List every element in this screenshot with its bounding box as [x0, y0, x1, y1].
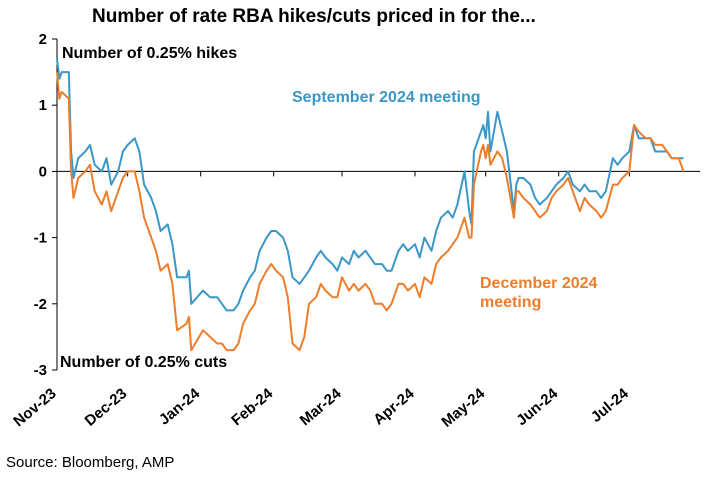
series-line-december	[56, 72, 685, 352]
hikes-annotation: Number of 0.25% hikes	[62, 45, 237, 62]
series-label-december-line1: December 2024	[480, 275, 598, 292]
chart-labels: Number of 0.25% hikes Number of 0.25% cu…	[60, 45, 598, 371]
x-tick-label: Jul-24	[588, 385, 633, 426]
line-chart: 2 1 0 -1 -2 -3 Nov-23 Dec-23 Jan-24 Feb-24 Mar-24 A…	[10, 31, 700, 431]
series-line-september	[56, 58, 684, 312]
x-tick-label: Jun-24	[513, 385, 561, 430]
x-tick-label: Feb-24	[228, 385, 276, 430]
x-tick-label: Jan-24	[156, 385, 204, 429]
x-tick-label: May-24	[438, 385, 488, 431]
series-label-december-line2: meeting	[480, 294, 541, 311]
x-tick-label: Dec-23	[82, 385, 131, 430]
y-tick-label: 2	[39, 31, 47, 48]
chart-series	[56, 58, 685, 352]
y-tick-label: -2	[34, 296, 47, 313]
y-tick-label: 1	[39, 97, 47, 114]
series-label-september: September 2024 meeting	[292, 89, 481, 106]
y-tick-label: -3	[34, 362, 47, 379]
cuts-annotation: Number of 0.25% cuts	[60, 354, 227, 371]
source-note: Source: Bloomberg, AMP	[6, 454, 175, 471]
x-tick-label: Nov-23	[10, 385, 59, 430]
x-tick-label: Mar-24	[297, 385, 345, 430]
y-tick-label: -1	[34, 230, 47, 247]
chart-title: Number of rate RBA hikes/cuts priced in …	[92, 6, 536, 27]
x-tick-label: Apr-24	[370, 385, 418, 429]
y-tick-label: 0	[39, 163, 47, 180]
